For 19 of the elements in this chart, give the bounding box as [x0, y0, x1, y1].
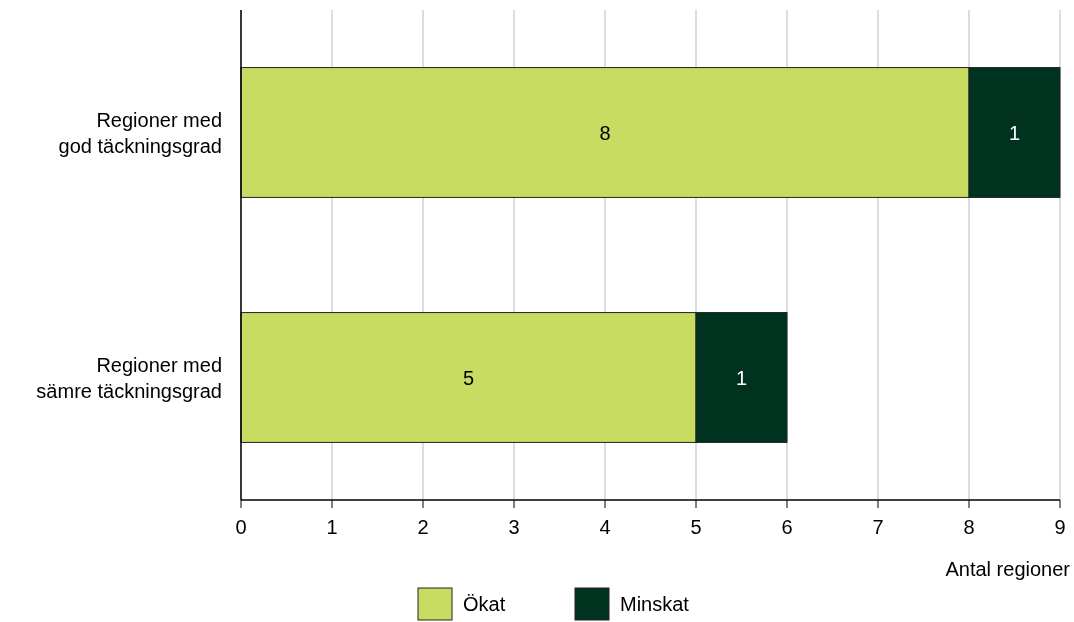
- x-tick-label: 1: [326, 516, 338, 538]
- x-tick-label: 5: [690, 516, 702, 538]
- legend-label: Ökat: [463, 593, 506, 615]
- x-tick-label: 2: [417, 516, 429, 538]
- y-tick-label: Regioner med god täckningsgrad: [58, 108, 222, 157]
- x-tick-label: 8: [963, 516, 975, 538]
- data-label: 8: [599, 121, 611, 144]
- x-tick-label: 9: [1054, 516, 1066, 538]
- x-tick-label: 6: [781, 516, 793, 538]
- data-label: 5: [462, 366, 475, 389]
- data-label: 1: [735, 366, 748, 389]
- x-tick-label: 7: [872, 516, 884, 538]
- x-axis-title: Antal regioner: [945, 558, 1071, 580]
- data-label: 1: [1008, 121, 1021, 144]
- y-tick-label: Regioner med sämre täckningsgrad: [36, 353, 222, 402]
- x-tick-label: 3: [508, 516, 520, 538]
- x-tick-label: 4: [599, 516, 611, 538]
- x-tick-label: 0: [235, 516, 247, 538]
- legend-label: Minskat: [620, 593, 690, 615]
